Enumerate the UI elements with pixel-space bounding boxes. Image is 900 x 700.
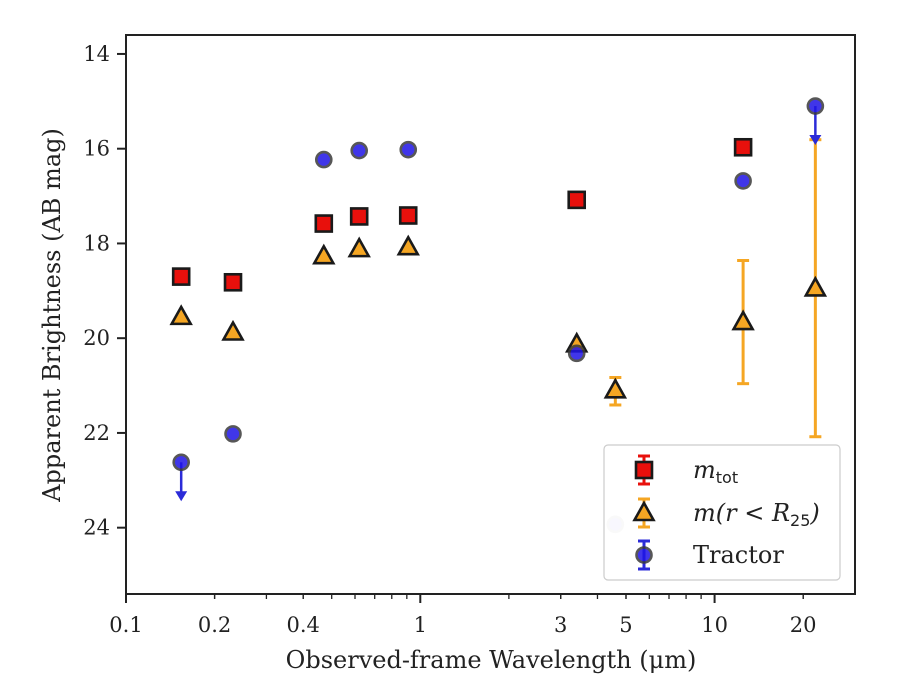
- x-tick-label: 3: [554, 613, 567, 637]
- legend-marker-tractor: [635, 546, 653, 564]
- mr25-point: [731, 309, 755, 331]
- mtot-point: [349, 207, 369, 226]
- x-tick-label: 1: [414, 613, 427, 637]
- legend-box: [603, 444, 841, 581]
- mtot-point: [733, 137, 753, 157]
- mr25-point: [603, 377, 628, 399]
- tractor-point: [172, 453, 190, 472]
- legend-label-mr25: m(r < R25): [693, 499, 820, 530]
- tractor-upper-limit-arrowhead: [175, 491, 188, 502]
- plot-area: [169, 97, 828, 534]
- mtot-point: [314, 214, 334, 233]
- tractor-point: [734, 172, 752, 190]
- legend-item-mr25: m(r < R25): [632, 497, 820, 530]
- legend-label-tractor: Tractor: [693, 541, 784, 569]
- x-axis-label: Observed-frame Wavelength (μm): [286, 646, 697, 674]
- mr25-point: [396, 234, 420, 256]
- axes: 0.1 0.2 0.4 1 3 5 10 20 14 16 18 20 22 24: [83, 34, 856, 637]
- mr25-point: [221, 319, 245, 341]
- y-tick-label: 18: [83, 231, 110, 255]
- x-tick-label: 0.1: [109, 613, 142, 637]
- y-axis-label: Apparent Brightness (AB mag): [38, 128, 66, 503]
- tractor-point: [224, 425, 242, 443]
- tractor-point: [399, 140, 418, 159]
- mtot-point: [398, 206, 418, 225]
- x-tick-label: 20: [790, 613, 817, 637]
- mtot-point: [171, 267, 191, 286]
- tractor-point: [567, 344, 586, 363]
- plot-frame: [125, 34, 856, 595]
- y-tick-label: 24: [83, 516, 110, 540]
- legend-label-mtot: mtot: [693, 456, 738, 487]
- x-tick-label: 0.2: [198, 613, 231, 637]
- mtot-point: [223, 272, 243, 292]
- tractor-upper-limit-arrowhead: [809, 135, 822, 146]
- tractor-point: [314, 150, 333, 169]
- y-tick-label: 20: [83, 326, 110, 350]
- legend-item-tractor: Tractor: [635, 539, 784, 571]
- legend-marker-mtot: [634, 460, 654, 480]
- x-tick-label: 5: [619, 613, 632, 637]
- x-tick-label: 0.4: [286, 613, 319, 637]
- mr25-point: [312, 243, 336, 265]
- legend-marker-mr25: [632, 500, 656, 522]
- tractor-point: [350, 141, 368, 160]
- legend-item-mtot: mtot: [634, 454, 738, 487]
- y-tick-label: 14: [83, 42, 110, 66]
- y-tick-label: 22: [83, 421, 110, 445]
- mtot-point: [567, 190, 587, 210]
- mr25-point: [169, 304, 193, 326]
- y-tick-label: 16: [83, 137, 110, 161]
- tractor-point: [806, 97, 825, 115]
- mr25-point: [803, 275, 828, 297]
- series-mr25: [169, 138, 828, 439]
- x-tick-label: 10: [701, 613, 728, 637]
- mr25-point: [347, 236, 371, 258]
- series-mtot: [171, 137, 753, 292]
- legend: mtot m(r < R25) Tractor: [603, 444, 841, 581]
